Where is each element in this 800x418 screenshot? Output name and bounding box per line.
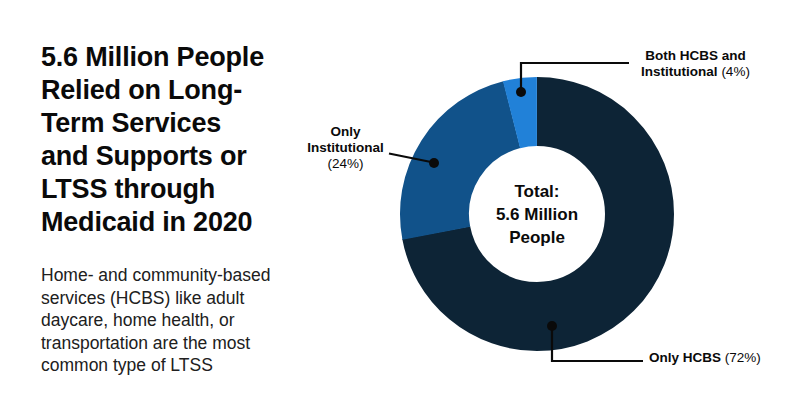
donut-center-label: Total: 5.6 Million People [469, 146, 605, 282]
infographic-canvas: 5.6 Million People Relied on Long- Term … [0, 0, 800, 418]
leader-dot-only-institutional [429, 158, 439, 168]
segment-percentage: (4%) [721, 64, 750, 79]
leader-dot-both-hcbs-and-institutional [516, 87, 526, 97]
segment-percentage: (72%) [725, 350, 761, 365]
leader-dot-only-hcbs [547, 321, 557, 331]
segment-label-both-hcbs-and-institutional: Both HCBS and Institutional (4%) [630, 48, 761, 80]
segment-label-only-hcbs: Only HCBS (72%) [649, 350, 761, 366]
segment-name: Only Institutional [307, 124, 384, 155]
segment-percentage: (24%) [327, 156, 363, 171]
segment-name: Only HCBS [649, 350, 721, 365]
segment-label-only-institutional: Only Institutional (24%) [301, 124, 390, 172]
